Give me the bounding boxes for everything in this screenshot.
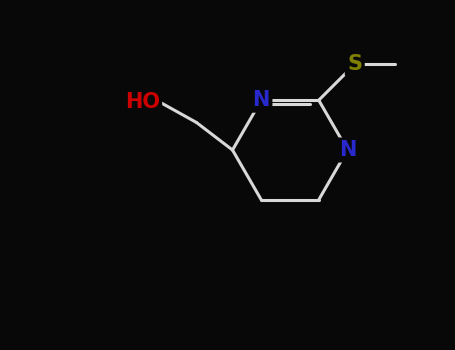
Text: HO: HO — [126, 92, 161, 112]
Text: N: N — [253, 90, 270, 110]
Text: S: S — [347, 54, 362, 74]
Text: N: N — [339, 140, 356, 160]
